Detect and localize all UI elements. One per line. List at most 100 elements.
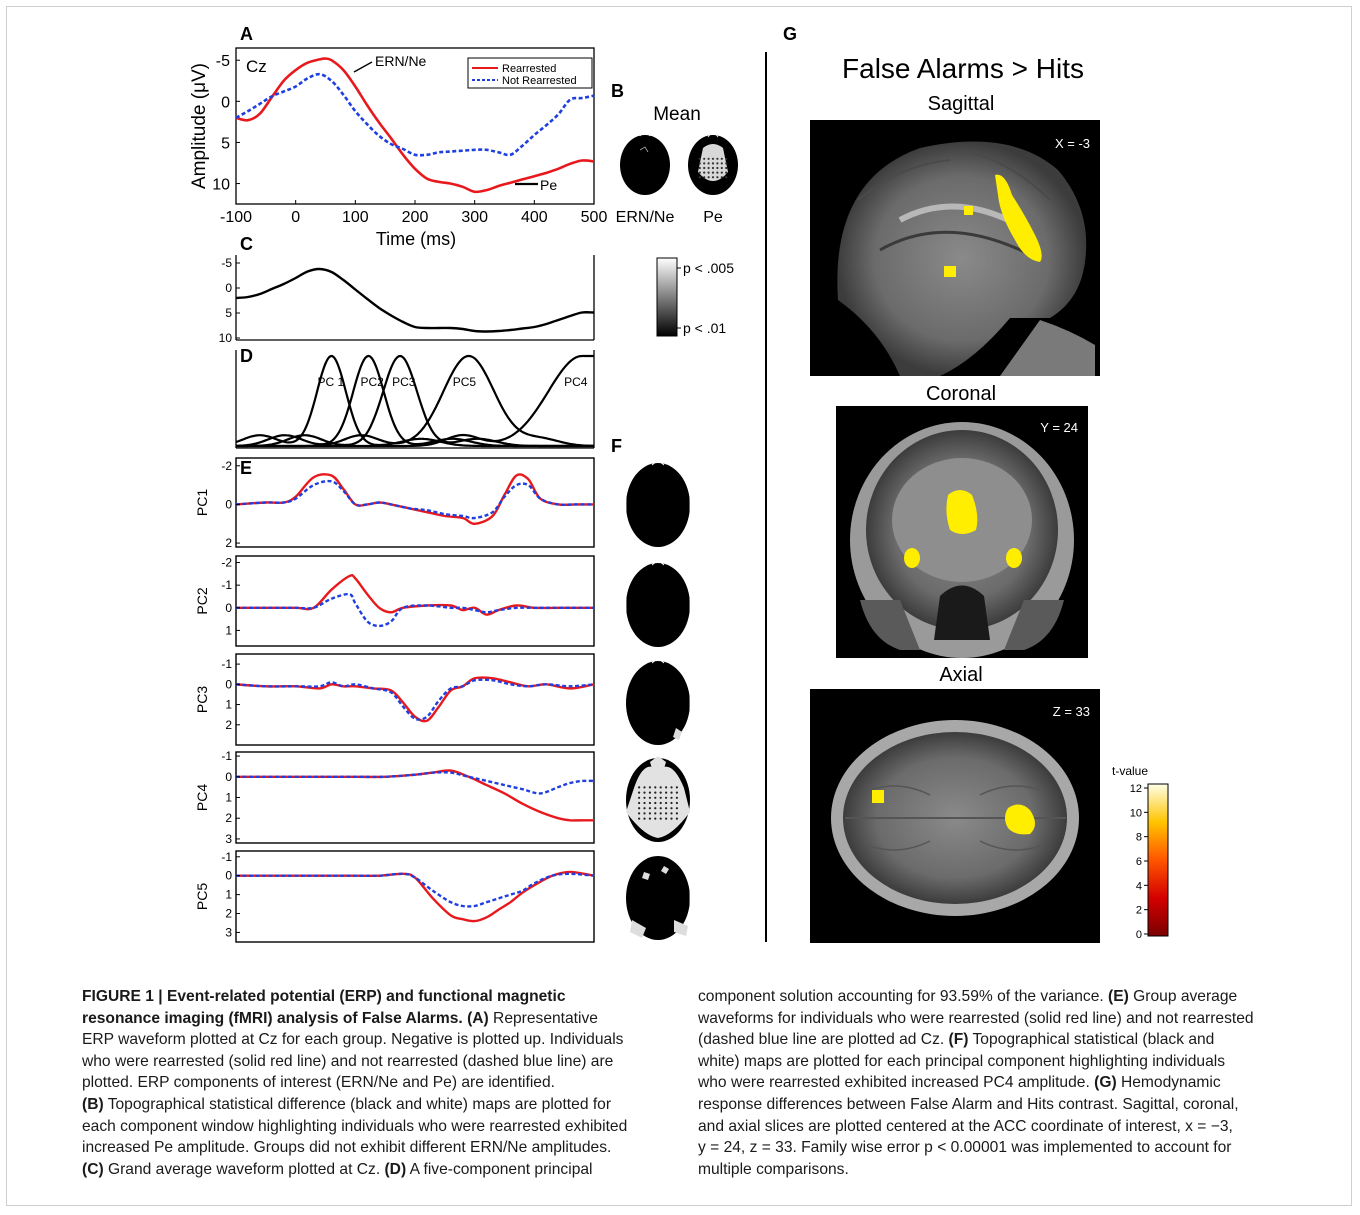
panel-letter-g: G	[783, 24, 797, 44]
p-colorbar-bottom: p < .01	[683, 320, 726, 336]
coord-sagittal: X = -3	[1055, 136, 1090, 151]
view-label-axial: Axial	[939, 664, 982, 686]
y-tick-label: 3	[225, 925, 232, 939]
component-label: PC5	[453, 375, 477, 389]
caption-figure-label-2: resonance imaging (fMRI) analysis of Fal…	[82, 1009, 463, 1027]
y-tick-label: 2	[225, 536, 232, 550]
electrode-label: Cz	[246, 57, 267, 76]
topomap-ern	[620, 129, 670, 195]
y-tick-label: 0	[225, 677, 232, 691]
y-tick-label: 10	[219, 331, 233, 345]
topomap-ern-label: ERN/Ne	[616, 209, 675, 226]
t-colorbar-tick: 0	[1136, 929, 1142, 941]
y-tick-label: 5	[221, 135, 230, 152]
coord-coronal: Y = 24	[1040, 420, 1078, 435]
pc-row-label: PC5	[194, 883, 210, 910]
caption-line: each component window highlighting indiv…	[82, 1117, 628, 1135]
pc-plot-box	[235, 555, 595, 647]
y-tick-label: 0	[225, 281, 232, 295]
y-tick-label: 1	[225, 791, 232, 805]
x-tick-label: 200	[402, 209, 429, 226]
panel-letter-e: E	[240, 458, 252, 478]
t-colorbar-tick: 10	[1130, 807, 1142, 819]
y-tick-label: 0	[221, 94, 230, 111]
topomap-pc2	[621, 559, 695, 647]
y-tick-label: 0	[225, 497, 232, 511]
caption-line: who were rearrested (solid red line) and…	[82, 1052, 614, 1070]
series-not-rearrested	[235, 72, 595, 157]
y-tick-label: -1	[221, 749, 232, 763]
y-tick-label: 2	[225, 907, 232, 921]
caption-tag-d: (D)	[384, 1160, 407, 1178]
legend-rearrested: Rearrested	[502, 63, 556, 75]
panel-f-topomaps	[621, 459, 695, 940]
mri-axial: Z = 33	[810, 689, 1100, 943]
mri-sagittal: X = -3	[810, 120, 1100, 376]
x-tick-label: 0	[291, 209, 300, 226]
view-label-coronal: Coronal	[926, 383, 996, 405]
caption-text-c: Grand average waveform plotted at Cz.	[103, 1160, 385, 1178]
component-label: PC3	[392, 375, 416, 389]
y-tick-label: -1	[221, 850, 232, 864]
pc-plot-box	[235, 751, 595, 844]
component-curve	[235, 354, 594, 448]
caption-line: response differences between False Alarm…	[698, 1095, 1239, 1113]
caption-text-d: A five-component principal	[406, 1160, 593, 1178]
panel-g-title: False Alarms > Hits	[842, 53, 1084, 84]
pc-plot-box	[235, 850, 595, 943]
series-not-rearrested	[235, 678, 595, 721]
panel-e-plots: -2 0 2 PC1 -2 -1 0 1 PC2 -1 0 1 2 PC3 -1 0 1 2 3 PC4 -1 0 1 2 3 P…	[194, 457, 595, 943]
series-rearrested	[235, 473, 594, 525]
t-colorbar-tick: 4	[1136, 880, 1142, 892]
y-tick-label: -1	[221, 578, 232, 592]
caption-text-f: Topographical statistical (black and	[968, 1031, 1215, 1049]
view-label-sagittal: Sagittal	[928, 93, 995, 115]
topomap-pc1	[621, 459, 695, 547]
panel-letter-d: D	[240, 346, 253, 366]
y-tick-label: 0	[225, 601, 232, 615]
pc-plot-box	[235, 457, 595, 548]
panel-a-legend: Rearrested Not Rearrested	[467, 57, 593, 89]
caption-line: white) maps are plotted for each princip…	[698, 1052, 1226, 1070]
caption-tag-c: (C)	[82, 1160, 104, 1178]
y-tick-label: 10	[212, 177, 230, 194]
figure-frame	[6, 6, 1352, 1206]
x-tick-label: -100	[220, 209, 252, 226]
caption-line: waveforms for individuals who were rearr…	[698, 1009, 1254, 1027]
caption-tag-f: (F)	[948, 1031, 969, 1049]
pc-row-label: PC1	[194, 489, 210, 516]
x-tick-label: 100	[342, 209, 369, 226]
caption-line: increased Pe amplitude. Groups did not e…	[82, 1139, 612, 1157]
panel-letter-b: B	[611, 81, 624, 101]
caption-text-e: Group average	[1128, 988, 1238, 1005]
caption-line: y = 24, z = 33. Family wise error p < 0.…	[698, 1139, 1232, 1157]
panel-a-ticks: -5 0 5 10 -100 0 100 200 300 400 500	[212, 53, 607, 226]
y-tick-label: 5	[225, 306, 232, 320]
y-tick-label: 1	[225, 698, 232, 712]
panel-d-labels: PC 1 PC2 PC3 PC5 PC4	[317, 375, 587, 389]
y-tick-label: -5	[216, 53, 230, 70]
y-tick-label: 1	[225, 888, 232, 902]
t-colorbar: 12 10 8 6 4 2 0	[1130, 783, 1169, 941]
component-label: PC 1	[317, 375, 344, 389]
series-not-rearrested	[235, 479, 594, 520]
y-tick-label: -5	[221, 256, 232, 270]
topomap-pe-label: Pe	[703, 209, 723, 226]
component-curve	[235, 354, 594, 448]
legend-not-rearrested: Not Rearrested	[502, 75, 577, 87]
caption-line: and axial slices are plotted centered at…	[698, 1117, 1233, 1135]
y-tick-label: 0	[225, 770, 232, 784]
series-not-rearrested	[236, 592, 594, 628]
y-tick-label: 2	[225, 718, 232, 732]
t-colorbar-tick: 8	[1136, 832, 1142, 844]
topomap-pc4	[626, 756, 690, 842]
series-rearrested	[235, 57, 595, 194]
y-tick-label: 0	[225, 869, 232, 883]
y-tick-label: 2	[225, 811, 232, 825]
topomap-pc3	[626, 657, 695, 745]
panel-letter-a: A	[240, 24, 253, 44]
y-tick-label: 1	[225, 623, 232, 637]
x-tick-label: 500	[581, 209, 608, 226]
y-tick-label: 3	[225, 832, 232, 846]
pc-row-label: PC2	[194, 587, 210, 614]
